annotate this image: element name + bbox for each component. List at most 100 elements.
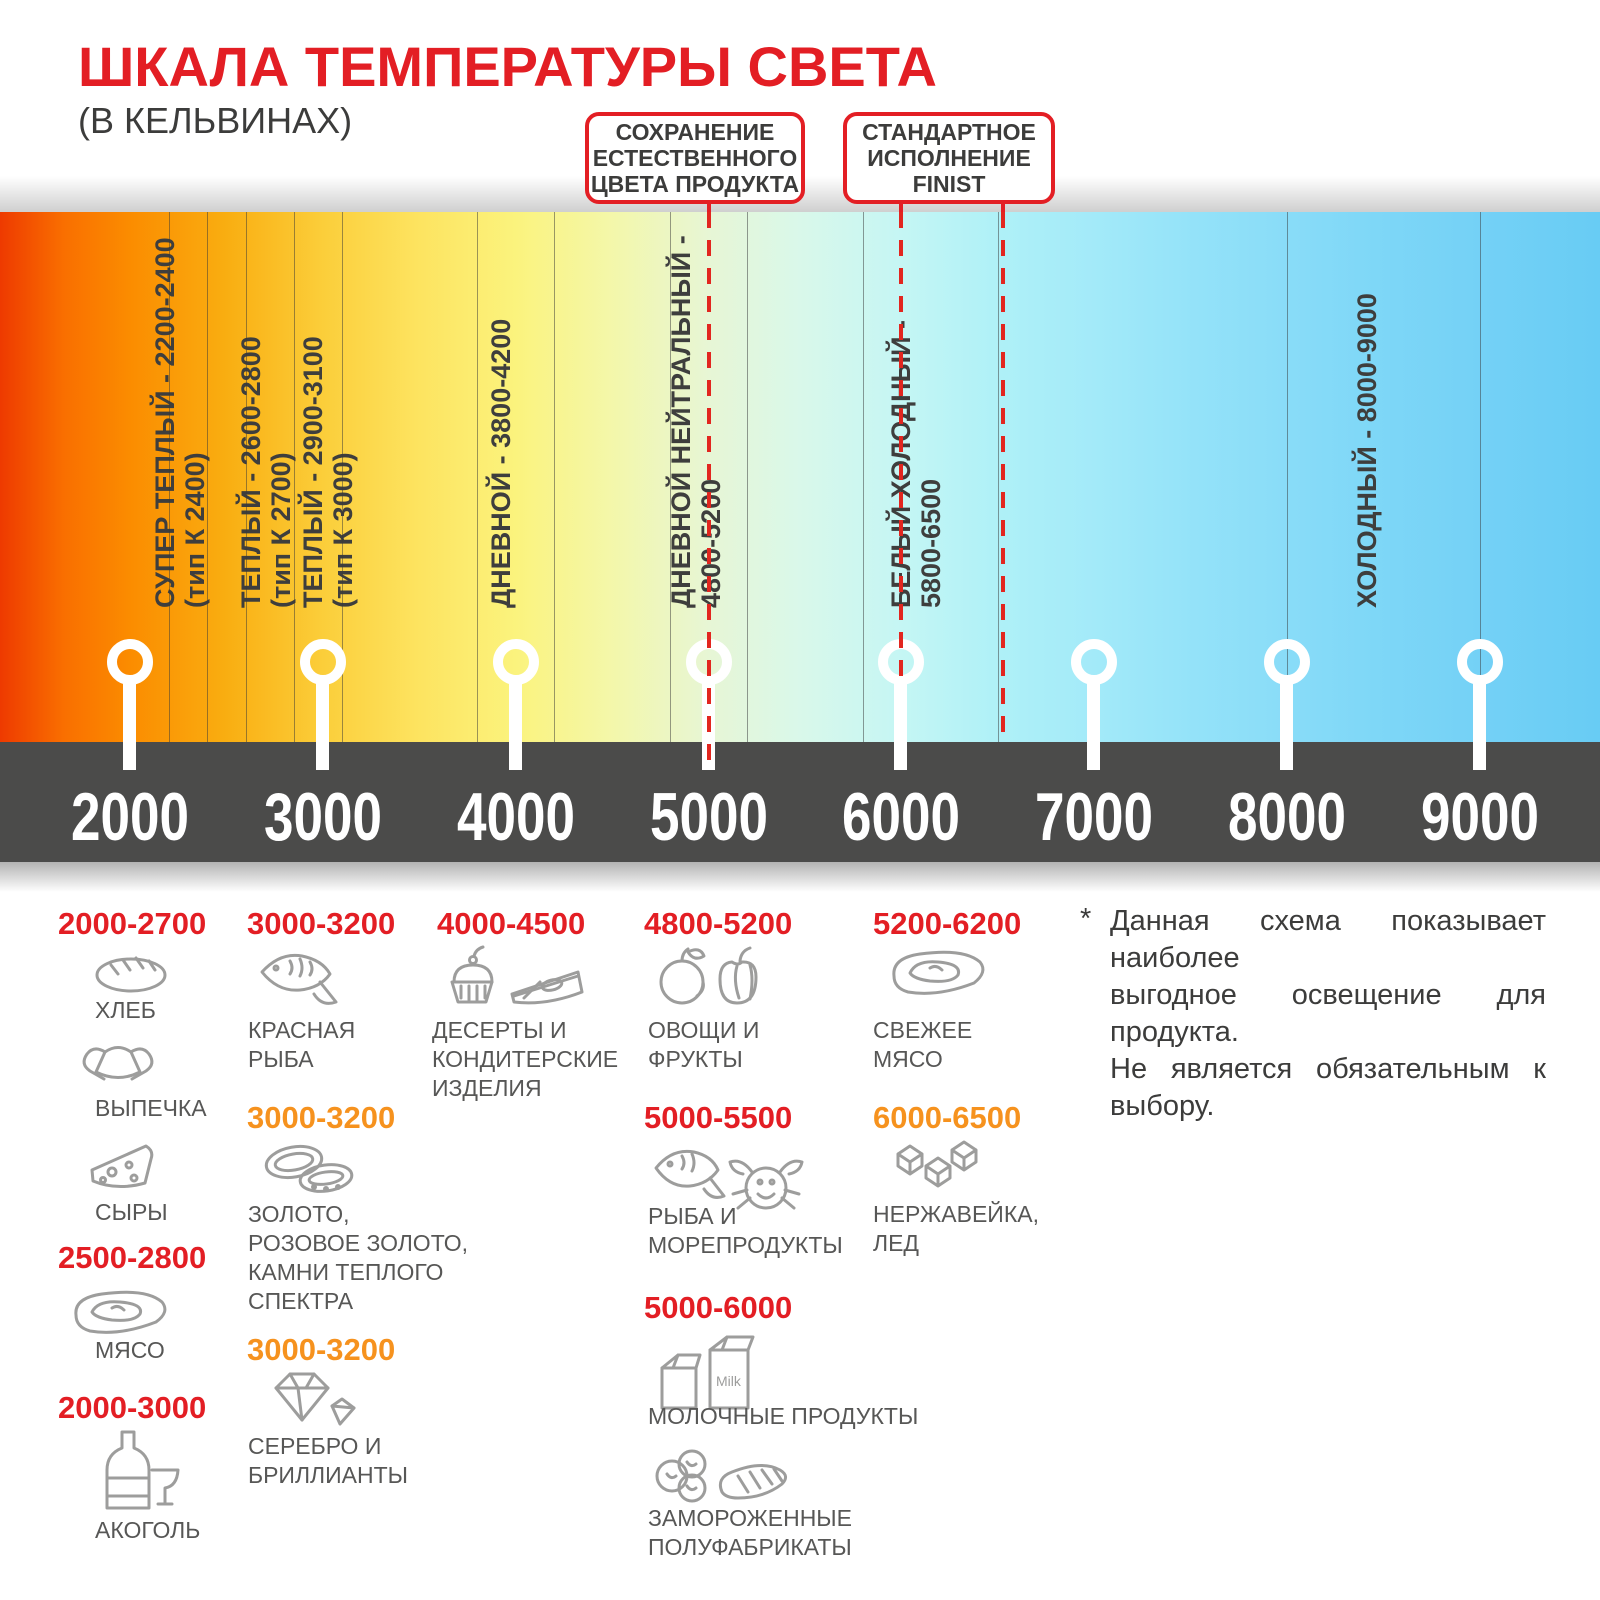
kelvin-axis-bar (0, 742, 1600, 862)
legend-item-label: ВЫПЕЧКА (95, 1094, 207, 1123)
callout-line: FINIST (912, 171, 986, 197)
legend-label-line: СВЕЖЕЕ (873, 1017, 973, 1043)
legend-label-line: СЫРЫ (95, 1199, 168, 1225)
band-label-line: ХОЛОДНЫЙ - 8000-9000 (1352, 293, 1382, 608)
fresh-meat-icon (886, 942, 992, 1005)
scale-marker-ring (299, 639, 346, 685)
band-label-line: ДНЕВНОЙ - 3800-4200 (486, 318, 516, 608)
cheese-icon (82, 1128, 162, 1199)
vegetables-icon (652, 936, 770, 1013)
legend-label-line: МОЛОЧНЫЕ ПРОДУКТЫ (648, 1403, 919, 1429)
legend-label-line: СПЕКТРА (248, 1288, 354, 1314)
alcohol-icon (92, 1428, 180, 1519)
diamond-icon (262, 1366, 360, 1433)
legend-range-heading: 2000-3000 (58, 1390, 207, 1425)
footnote-line: выгодное освещение для продукта. (1110, 979, 1546, 1048)
ice-icon (890, 1136, 988, 1201)
band-label-cold: ХОЛОДНЫЙ - 8000-9000 (1352, 293, 1382, 608)
legend-label-line: ДЕСЕРТЫ И (432, 1017, 567, 1043)
legend-label-line: КОНДИТЕРСКИЕ (432, 1046, 619, 1072)
band-label-daylight: ДНЕВНОЙ - 3800-4200 (486, 319, 516, 608)
legend-item-label: ЗАМОРОЖЕННЫЕ ПОЛУФАБРИКАТЫ (648, 1504, 852, 1562)
footnote-asterisk: * (1080, 903, 1092, 935)
callout-finist-standard: СТАНДАРТНОЕ ИСПОЛНЕНИЕ FINIST (843, 112, 1055, 204)
scale-number: 3000 (263, 779, 382, 855)
band-boundary-line (1480, 212, 1481, 742)
scale-number: 7000 (1035, 779, 1154, 855)
seafood-icon (648, 1134, 810, 1225)
legend-range-heading: 4800-5200 (644, 906, 793, 941)
callout-line: СТАНДАРТНОЕ (862, 119, 1036, 145)
legend-label-line: ОВОЩИ И (648, 1017, 760, 1043)
scale-marker-ring (1071, 639, 1118, 685)
meat-icon (68, 1282, 172, 1343)
scale-number: 4000 (456, 779, 575, 855)
scale-number: 9000 (1421, 779, 1539, 855)
legend-range-heading: 6000-6500 (873, 1100, 1022, 1135)
legend-item-label: ХЛЕБ (95, 996, 156, 1025)
guide-dashed-line (1000, 212, 1005, 742)
legend-label-line: МЯСО (95, 1337, 165, 1363)
band-boundary-line (342, 212, 344, 742)
footnote-text: Данная схема показывает наиболее выгодно… (1110, 903, 1546, 1125)
legend-range-heading: 5000-5500 (644, 1100, 793, 1135)
band-boundary-line (1287, 212, 1289, 742)
band-boundary-line (997, 212, 999, 742)
band-label-warm-3000: ТЕПЛЫЙ - 2900-3100 (тип К 3000) (298, 336, 358, 608)
scale-marker-stem (508, 678, 522, 770)
band-label-line: (тип К 2700) (266, 452, 296, 608)
band-boundary-line (554, 212, 556, 742)
scale-marker-ring (1264, 639, 1311, 685)
legend-label-line: ВЫПЕЧКА (95, 1095, 207, 1121)
rings-icon (256, 1136, 360, 1203)
legend-label-line: ФРУКТЫ (648, 1046, 743, 1072)
band-boundary-line (670, 212, 671, 742)
band-label-line: 5800-6500 (916, 478, 946, 608)
callout-line: СОХРАНЕНИЕ (615, 119, 775, 145)
legend-label-line: РЫБА И (648, 1203, 737, 1229)
legend-label-line: АКОГОЛЬ (95, 1517, 201, 1543)
legend-label-line: БРИЛЛИАНТЫ (248, 1462, 409, 1488)
legend-label-line: ЗОЛОТО, (248, 1201, 350, 1227)
scale-number: 5000 (649, 779, 768, 855)
legend-item-label: ЗОЛОТО, РОЗОВОЕ ЗОЛОТО, КАМНИ ТЕПЛОГО СП… (248, 1200, 468, 1316)
legend-item-label: СЫРЫ (95, 1198, 168, 1227)
legend-item-label: РЫБА И МОРЕПРОДУКТЫ (648, 1202, 843, 1260)
fish-icon (252, 942, 344, 1021)
legend-label-line: ИЗДЕЛИЯ (432, 1075, 542, 1101)
legend-label-line: РЫБА (248, 1046, 314, 1072)
legend-label-line: МЯСО (873, 1046, 943, 1072)
band-boundary-line (293, 212, 295, 742)
legend-range-heading: 3000-3200 (247, 1100, 396, 1135)
callout-line: ИСПОЛНЕНИЕ (867, 145, 1031, 171)
milk-icon: Milk (650, 1324, 768, 1423)
guide-dashed-line (899, 212, 904, 686)
band-label-line: ТЕПЛЫЙ - 2600-2800 (236, 336, 266, 608)
legend-item-label: НЕРЖАВЕЙКА, ЛЕД (873, 1200, 1039, 1258)
legend-item-label: ОВОЩИ И ФРУКТЫ (648, 1016, 759, 1074)
page-title: ШКАЛА ТЕМПЕРАТУРЫ СВЕТА (78, 35, 937, 98)
band-label-line: ТЕПЛЫЙ - 2900-3100 (298, 336, 328, 608)
band-label-cold-white: БЕЛЫЙ ХОЛОДНЫЙ - 5800-6500 (886, 320, 946, 608)
scale-marker-stem (1087, 678, 1101, 770)
scale-number: 2000 (71, 779, 189, 855)
scale-number: 8000 (1228, 779, 1347, 855)
legend-label-line: КАМНИ ТЕПЛОГО (248, 1259, 444, 1285)
callout-natural-color: СОХРАНЕНИЕ ЕСТЕСТВЕННОГО ЦВЕТА ПРОДУКТА (585, 112, 805, 204)
legend-range-heading: 4000-4500 (437, 906, 586, 941)
legend-label-line: РОЗОВОЕ ЗОЛОТО, (248, 1230, 468, 1256)
legend-label-line: МОРЕПРОДУКТЫ (648, 1232, 843, 1258)
band-boundary-line (747, 212, 749, 742)
legend-label-line: НЕРЖАВЕЙКА, (873, 1201, 1039, 1227)
dessert-icon (442, 936, 594, 1019)
axis-bottom-shadow (0, 862, 1600, 892)
legend-range-heading: 3000-3200 (247, 906, 396, 941)
legend-item-label: СВЕЖЕЕ МЯСО (873, 1016, 972, 1074)
frozen-icon (646, 1440, 798, 1521)
legend-label-line: СЕРЕБРО И (248, 1433, 382, 1459)
legend-item-label: ДЕСЕРТЫ И КОНДИТЕРСКИЕ ИЗДЕЛИЯ (432, 1016, 618, 1103)
legend-item-label: АКОГОЛЬ (95, 1516, 200, 1545)
scale-marker-stem (894, 678, 908, 770)
callout-line: ЕСТЕСТВЕННОГО (592, 145, 798, 171)
callout-line: ЦВЕТА ПРОДУКТА (590, 171, 800, 197)
